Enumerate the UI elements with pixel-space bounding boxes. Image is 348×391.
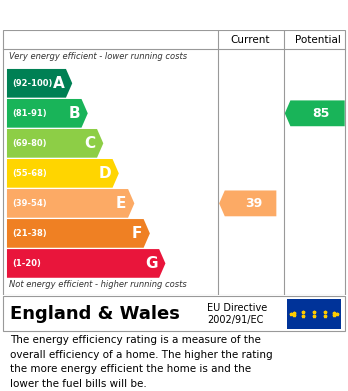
Text: (39-54): (39-54) [12,199,47,208]
Text: 39: 39 [245,197,263,210]
Text: (1-20): (1-20) [12,259,41,268]
Text: (69-80): (69-80) [12,139,47,148]
Text: Current: Current [231,34,270,45]
Text: (55-68): (55-68) [12,169,47,178]
Polygon shape [7,129,103,158]
Text: The energy efficiency rating is a measure of the
overall efficiency of a home. T: The energy efficiency rating is a measur… [10,335,273,389]
Text: D: D [98,166,111,181]
Polygon shape [7,219,150,248]
Text: Energy Efficiency Rating: Energy Efficiency Rating [9,7,230,23]
Text: EU Directive
2002/91/EC: EU Directive 2002/91/EC [207,303,267,325]
Bar [287,299,341,329]
Text: B: B [68,106,80,121]
Text: F: F [132,226,142,241]
Text: (21-38): (21-38) [12,229,47,238]
Text: (92-100): (92-100) [12,79,53,88]
Text: A: A [53,76,64,91]
Polygon shape [7,99,88,128]
Text: England & Wales: England & Wales [10,305,180,323]
Text: 85: 85 [313,107,330,120]
Text: C: C [84,136,95,151]
Text: E: E [116,196,126,211]
Polygon shape [7,69,72,98]
Text: Potential: Potential [295,34,340,45]
Polygon shape [219,190,276,216]
Text: Very energy efficient - lower running costs: Very energy efficient - lower running co… [9,52,187,61]
Text: G: G [145,256,157,271]
Text: (81-91): (81-91) [12,109,47,118]
Polygon shape [7,249,165,278]
Polygon shape [7,159,119,188]
Polygon shape [7,189,134,218]
Polygon shape [285,100,345,126]
Text: Not energy efficient - higher running costs: Not energy efficient - higher running co… [9,280,187,289]
